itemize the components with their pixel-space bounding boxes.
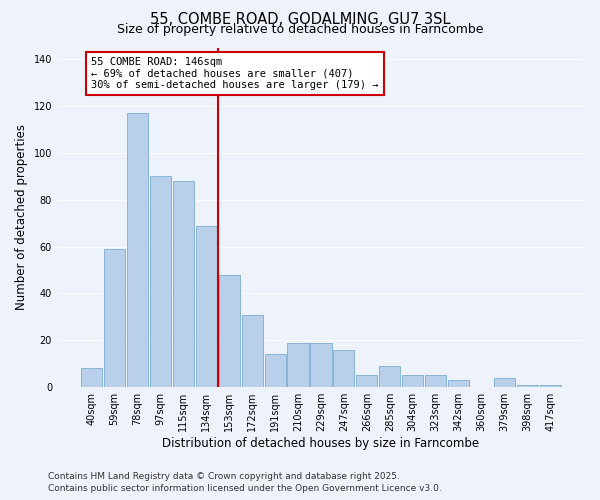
Bar <box>379 366 400 387</box>
Bar <box>173 181 194 387</box>
Bar <box>425 376 446 387</box>
Bar <box>218 275 240 387</box>
Bar <box>127 113 148 387</box>
Bar <box>81 368 102 387</box>
Bar <box>196 226 217 387</box>
Bar <box>242 314 263 387</box>
Text: 55, COMBE ROAD, GODALMING, GU7 3SL: 55, COMBE ROAD, GODALMING, GU7 3SL <box>150 12 450 28</box>
Bar <box>494 378 515 387</box>
X-axis label: Distribution of detached houses by size in Farncombe: Distribution of detached houses by size … <box>163 437 479 450</box>
Bar <box>104 249 125 387</box>
Text: Size of property relative to detached houses in Farncombe: Size of property relative to detached ho… <box>117 22 483 36</box>
Bar <box>150 176 171 387</box>
Bar <box>310 342 332 387</box>
Bar <box>334 350 355 387</box>
Y-axis label: Number of detached properties: Number of detached properties <box>15 124 28 310</box>
Bar <box>448 380 469 387</box>
Bar <box>402 376 424 387</box>
Bar <box>265 354 286 387</box>
Text: Contains HM Land Registry data © Crown copyright and database right 2025.
Contai: Contains HM Land Registry data © Crown c… <box>48 472 442 493</box>
Bar <box>540 385 561 387</box>
Bar <box>356 376 377 387</box>
Bar <box>287 342 308 387</box>
Bar <box>517 385 538 387</box>
Text: 55 COMBE ROAD: 146sqm
← 69% of detached houses are smaller (407)
30% of semi-det: 55 COMBE ROAD: 146sqm ← 69% of detached … <box>91 57 379 90</box>
